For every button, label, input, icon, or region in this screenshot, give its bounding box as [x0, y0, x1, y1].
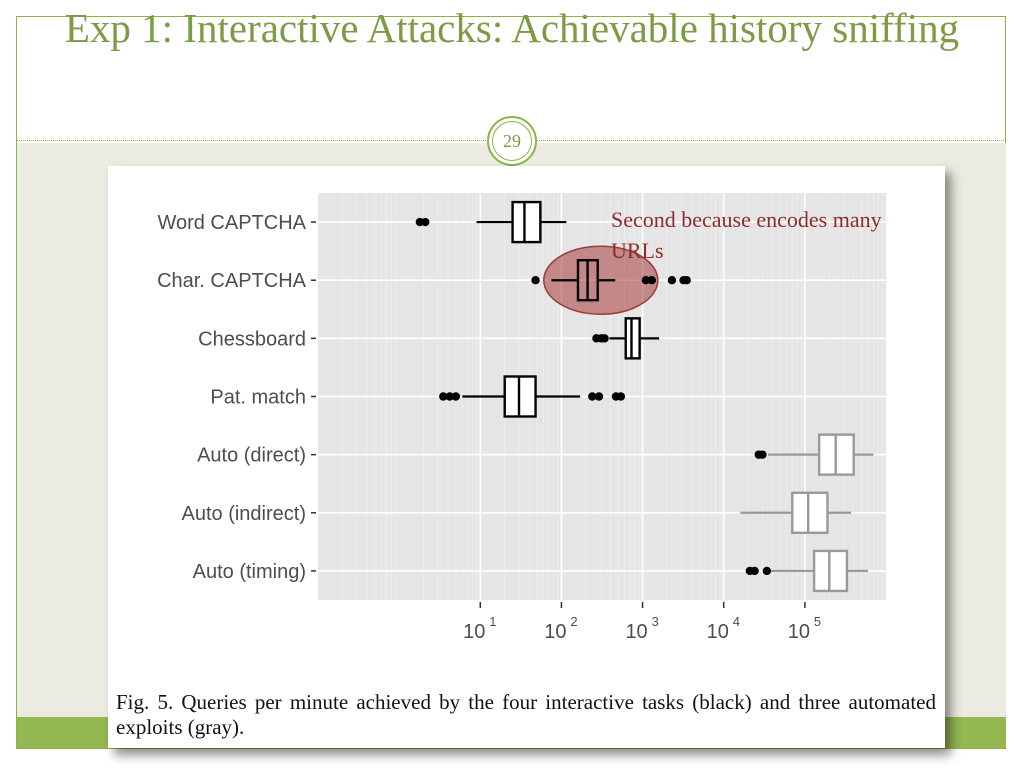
outlier-point [750, 566, 759, 576]
outlier-point [600, 334, 609, 343]
outlier-point [531, 276, 540, 285]
outlier-point [758, 450, 767, 459]
x-tick-label: 10 [463, 621, 485, 643]
y-tick-label: Chessboard [198, 328, 306, 350]
box [812, 549, 849, 593]
slide-title: Exp 1: Interactive Attacks: Achievable h… [64, 5, 960, 51]
x-tick-exponent: 3 [652, 614, 659, 629]
outlier-point [588, 392, 597, 401]
x-tick-exponent: 1 [489, 614, 496, 629]
y-tick-label: Auto (direct) [197, 445, 306, 467]
x-tick-exponent: 5 [814, 614, 821, 629]
box [511, 200, 542, 244]
y-tick-label: Auto (timing) [193, 561, 306, 583]
outlier-point [439, 392, 448, 401]
x-tick-label: 10 [707, 621, 729, 643]
x-tick-label: 10 [788, 621, 810, 643]
y-tick-label: Word CAPTCHA [157, 212, 306, 234]
outlier-point [762, 566, 772, 576]
outlier-point [594, 392, 604, 401]
boxplot-chart: Word CAPTCHA Char. CAPTCHA Chessboard Pat. … [157, 193, 886, 643]
outlier-point [451, 392, 461, 401]
x-tick-label: 10 [544, 621, 566, 643]
box [791, 491, 829, 534]
y-tick-label: Auto (indirect) [182, 503, 307, 525]
outlier-point [641, 276, 651, 285]
x-tick-label: 10 [625, 621, 647, 643]
y-tick-label: Pat. match [210, 387, 306, 409]
figure-card: Word CAPTCHA Char. CAPTCHA Chessboard Pat. … [108, 166, 945, 748]
outlier-point [421, 217, 430, 227]
outlier-point [445, 392, 454, 401]
page-number: 29 [492, 121, 532, 161]
chart-annotation: Second because encodes many URLs [611, 207, 882, 263]
outlier-point [667, 276, 677, 285]
x-tick-exponent: 4 [733, 614, 740, 629]
page-number-badge: 29 [487, 116, 537, 166]
x-tick-exponent: 2 [570, 614, 577, 629]
outlier-point [616, 392, 626, 401]
figure-caption: Fig. 5. Queries per minute achieved by t… [116, 690, 936, 739]
outlier-point [647, 276, 657, 285]
y-tick-label: Char. CAPTCHA [157, 270, 307, 292]
outlier-point [682, 276, 691, 285]
